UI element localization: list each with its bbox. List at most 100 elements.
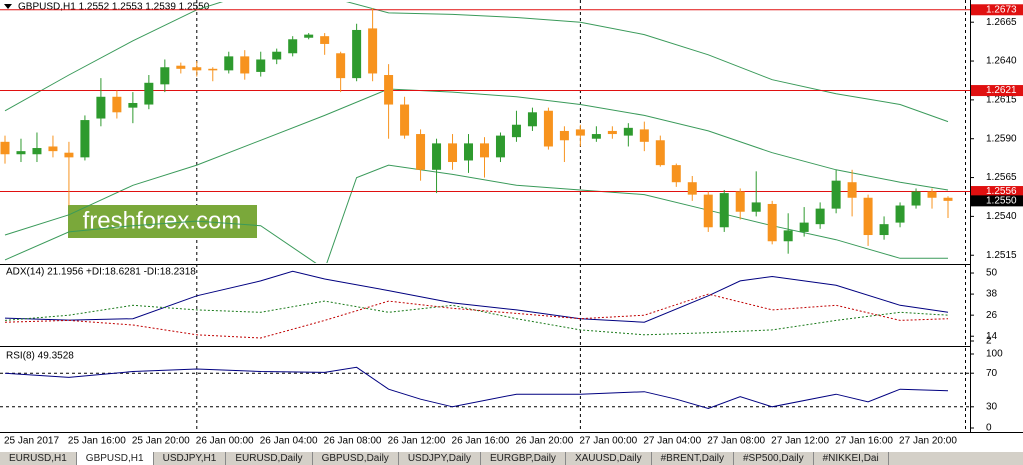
candle-body (224, 56, 234, 71)
x-tick-label: 27 Jan 12:00 (771, 436, 829, 447)
candle-body (256, 59, 266, 72)
candle-body (687, 182, 697, 195)
x-tick-label: 26 Jan 04:00 (260, 436, 318, 447)
indicator-title: ADX(14) 21.1956 +DI:18.6281 -DI:18.2318 (6, 267, 196, 278)
candle-body (448, 143, 458, 163)
x-tick-label: 25 Jan 20:00 (132, 436, 190, 447)
candle-body (112, 96, 122, 113)
chart: GBPUSD,H1 1.2552 1.2553 1.2539 1.2550 AD… (0, 0, 1023, 447)
candle-body (591, 134, 601, 139)
candle-body (575, 129, 585, 136)
x-tick-label: 26 Jan 16:00 (452, 436, 510, 447)
candle-body (32, 148, 42, 155)
candle-body (751, 202, 761, 212)
candle-body (464, 143, 474, 161)
x-tick-label: 27 Jan 20:00 (899, 436, 957, 447)
candle-body (719, 193, 729, 228)
candle-body (48, 146, 58, 152)
x-tick-label: 27 Jan 04:00 (643, 436, 701, 447)
candle-body (432, 143, 442, 170)
chart-tab[interactable]: #BRENT,Daily (652, 452, 734, 465)
candle-body (288, 39, 298, 54)
y-tick-label: 1.2565 (986, 172, 1017, 183)
candle-body (304, 34, 314, 38)
candle-body (815, 208, 825, 225)
level-tag (971, 4, 1023, 16)
candle-body (128, 102, 138, 108)
indicator-line (4, 164, 948, 263)
header-arrow (4, 4, 12, 9)
candle-body (543, 110, 553, 147)
chart-title: GBPUSD,H1 1.2552 1.2553 1.2539 1.2550 (18, 2, 210, 13)
chart-tab[interactable]: GBPUSD,H1 (76, 452, 154, 465)
candle-body (527, 112, 537, 127)
chart-tab[interactable]: #SP500,Daily (734, 452, 814, 465)
candle-body (879, 224, 889, 236)
y-tick-label: 1.2615 (986, 95, 1017, 106)
level-tag (971, 85, 1023, 97)
x-tick-label: 27 Jan 16:00 (835, 436, 893, 447)
candle-body (272, 51, 282, 60)
candle-body (192, 67, 202, 71)
indicator-line (4, 366, 949, 410)
chart-tab[interactable]: EURGBP,Daily (481, 452, 566, 465)
indicator-title: RSI(8) 49.3528 (6, 351, 74, 362)
candle-body (352, 29, 362, 79)
candle-body (735, 191, 745, 212)
indicator-line (4, 270, 949, 323)
candle-body (655, 140, 665, 166)
x-tick-label: 25 Jan 2017 (4, 436, 59, 447)
level-tag (971, 186, 1023, 198)
level-label: 1.2673 (986, 4, 1017, 15)
candle-body (0, 141, 10, 155)
x-tick-label: 26 Jan 20:00 (515, 436, 573, 447)
x-tick-label: 27 Jan 08:00 (707, 436, 765, 447)
y-tick-label: 50 (986, 268, 998, 279)
y-tick-label: 30 (986, 401, 998, 412)
indicator-line (4, 300, 949, 336)
candle-body (607, 130, 617, 135)
y-tick-label: 38 (986, 289, 998, 300)
last-price-tag (971, 195, 1023, 207)
level-label: 1.2621 (986, 85, 1017, 96)
y-tick-label: 1.2590 (986, 133, 1017, 144)
chart-tab[interactable]: GBPUSD,Daily (313, 452, 399, 465)
chart-tab[interactable]: USDJPY,Daily (399, 452, 481, 465)
candle-body (176, 65, 186, 69)
candle-body (416, 134, 426, 170)
chart-tab[interactable]: EURUSD,Daily (226, 452, 313, 465)
candle-body (623, 127, 633, 136)
chart-tab[interactable]: EURUSD,H1 (0, 452, 77, 465)
candle-body (80, 120, 90, 158)
candle-body (16, 151, 26, 155)
candle-body (799, 222, 809, 232)
candle-body (927, 191, 937, 198)
x-tick-label: 26 Jan 12:00 (388, 436, 446, 447)
candle-body (767, 203, 777, 242)
candle-body (400, 104, 410, 136)
watermark: freshforex.com (83, 207, 242, 234)
candle-body (64, 152, 74, 158)
indicator-line (4, 2, 949, 123)
candle-body (320, 36, 330, 44)
indicator-line (4, 88, 949, 236)
candle-body (863, 197, 873, 236)
watermark-box (68, 205, 257, 238)
y-tick-label: 26 (986, 310, 998, 321)
x-tick-label: 26 Jan 08:00 (324, 436, 382, 447)
y-tick-label: 1.2515 (986, 250, 1017, 261)
candle-body (783, 230, 793, 242)
candle-body (671, 165, 681, 183)
x-tick-label: 26 Jan 00:00 (196, 436, 254, 447)
y-tick-label: 2 (986, 336, 992, 347)
indicator-line (4, 293, 949, 339)
candle-body (240, 56, 250, 74)
x-tick-label: 25 Jan 16:00 (68, 436, 126, 447)
chart-tab[interactable]: XAUUSD,Daily (566, 452, 652, 465)
candle-body (943, 197, 953, 201)
candle-body (511, 124, 521, 138)
candle-body (847, 182, 857, 198)
y-tick-label: 14 (986, 331, 998, 342)
chart-tab[interactable]: USDJPY,H1 (154, 452, 227, 465)
chart-tab[interactable]: #NIKKEI,Dai (814, 452, 889, 465)
